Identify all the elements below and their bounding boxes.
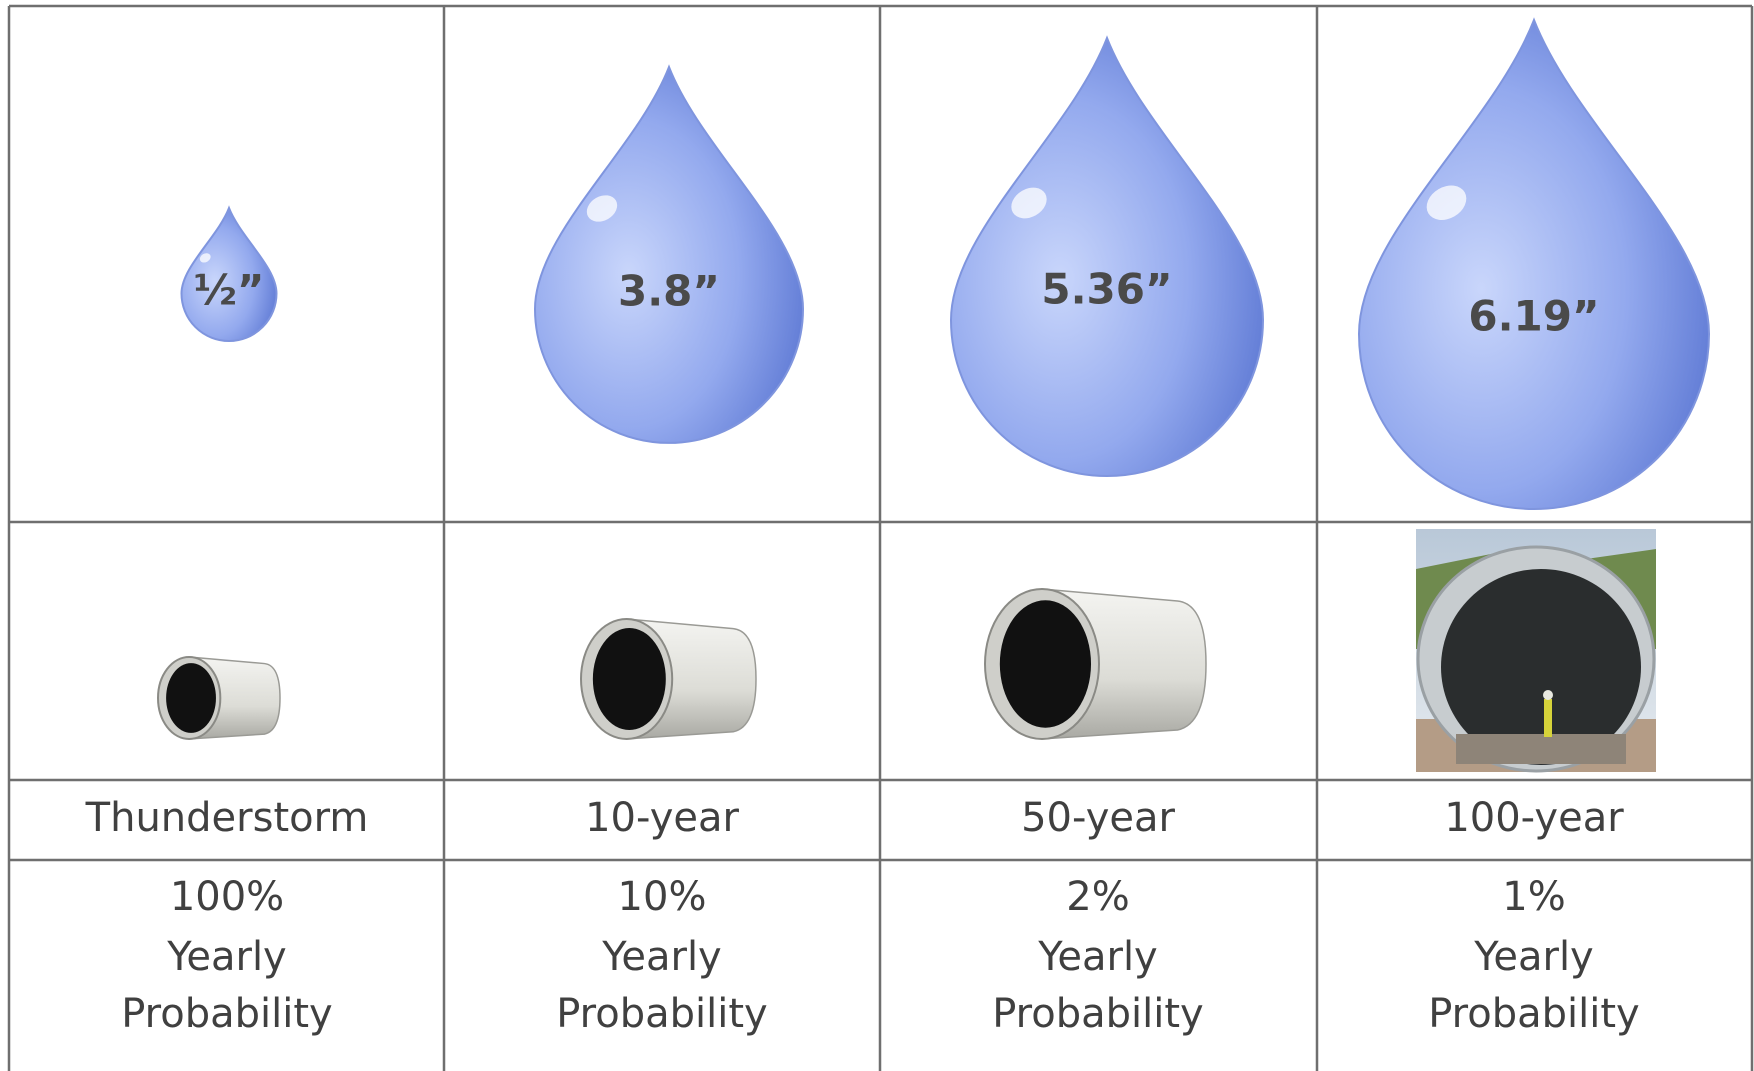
- pipe-opening: [166, 663, 216, 733]
- probability-line: Probability: [556, 991, 767, 1037]
- probability-line: 10%: [618, 874, 707, 920]
- pipe-opening: [999, 600, 1092, 728]
- probability-line: 2%: [1066, 874, 1129, 920]
- photo-person: [1544, 699, 1552, 737]
- water-drop: [1357, 17, 1711, 510]
- water-drop: [180, 205, 278, 342]
- event-name: 10-year: [585, 795, 739, 841]
- event-name: Thunderstorm: [85, 795, 369, 841]
- drop-label: ½”: [193, 266, 264, 315]
- drop-highlight: [1011, 187, 1047, 219]
- probability-line: Yearly: [166, 934, 286, 980]
- photo-culvert-inside: [1441, 569, 1641, 765]
- probability-line: 1%: [1502, 874, 1565, 920]
- event-name: 100-year: [1444, 795, 1624, 841]
- water-drop: [533, 64, 805, 444]
- probability-line: Yearly: [1037, 934, 1157, 980]
- drop-label: 3.8”: [618, 267, 720, 316]
- photo-ground-inner: [1456, 734, 1626, 764]
- drop-highlight: [199, 253, 211, 263]
- probability-line: Probability: [992, 991, 1203, 1037]
- probability-line: Probability: [1428, 991, 1639, 1037]
- probability-line: Probability: [121, 991, 332, 1037]
- drop-label: 6.19”: [1468, 292, 1599, 341]
- water-drop: [949, 35, 1265, 477]
- table-column: 6.19” 100-year 1% Yearly Probability: [1357, 17, 1711, 1037]
- table-column: 5.36” 50-year 2% Yearly Probability: [949, 35, 1265, 1037]
- table-grid: [7, 4, 1754, 1071]
- probability-line: Yearly: [601, 934, 721, 980]
- drop-highlight: [1426, 185, 1467, 220]
- photo-person-head: [1543, 690, 1553, 700]
- probability-line: 100%: [170, 874, 284, 920]
- event-name: 50-year: [1021, 795, 1175, 841]
- drop-highlight: [586, 195, 618, 222]
- probability-line: Yearly: [1473, 934, 1593, 980]
- drop-label: 5.36”: [1041, 265, 1172, 314]
- table-column: ½” Thunderstorm 100% Yearly Probability: [85, 205, 369, 1037]
- table-column: 3.8” 10-year 10% Yearly Probability: [533, 64, 805, 1037]
- pipe-opening: [592, 628, 666, 730]
